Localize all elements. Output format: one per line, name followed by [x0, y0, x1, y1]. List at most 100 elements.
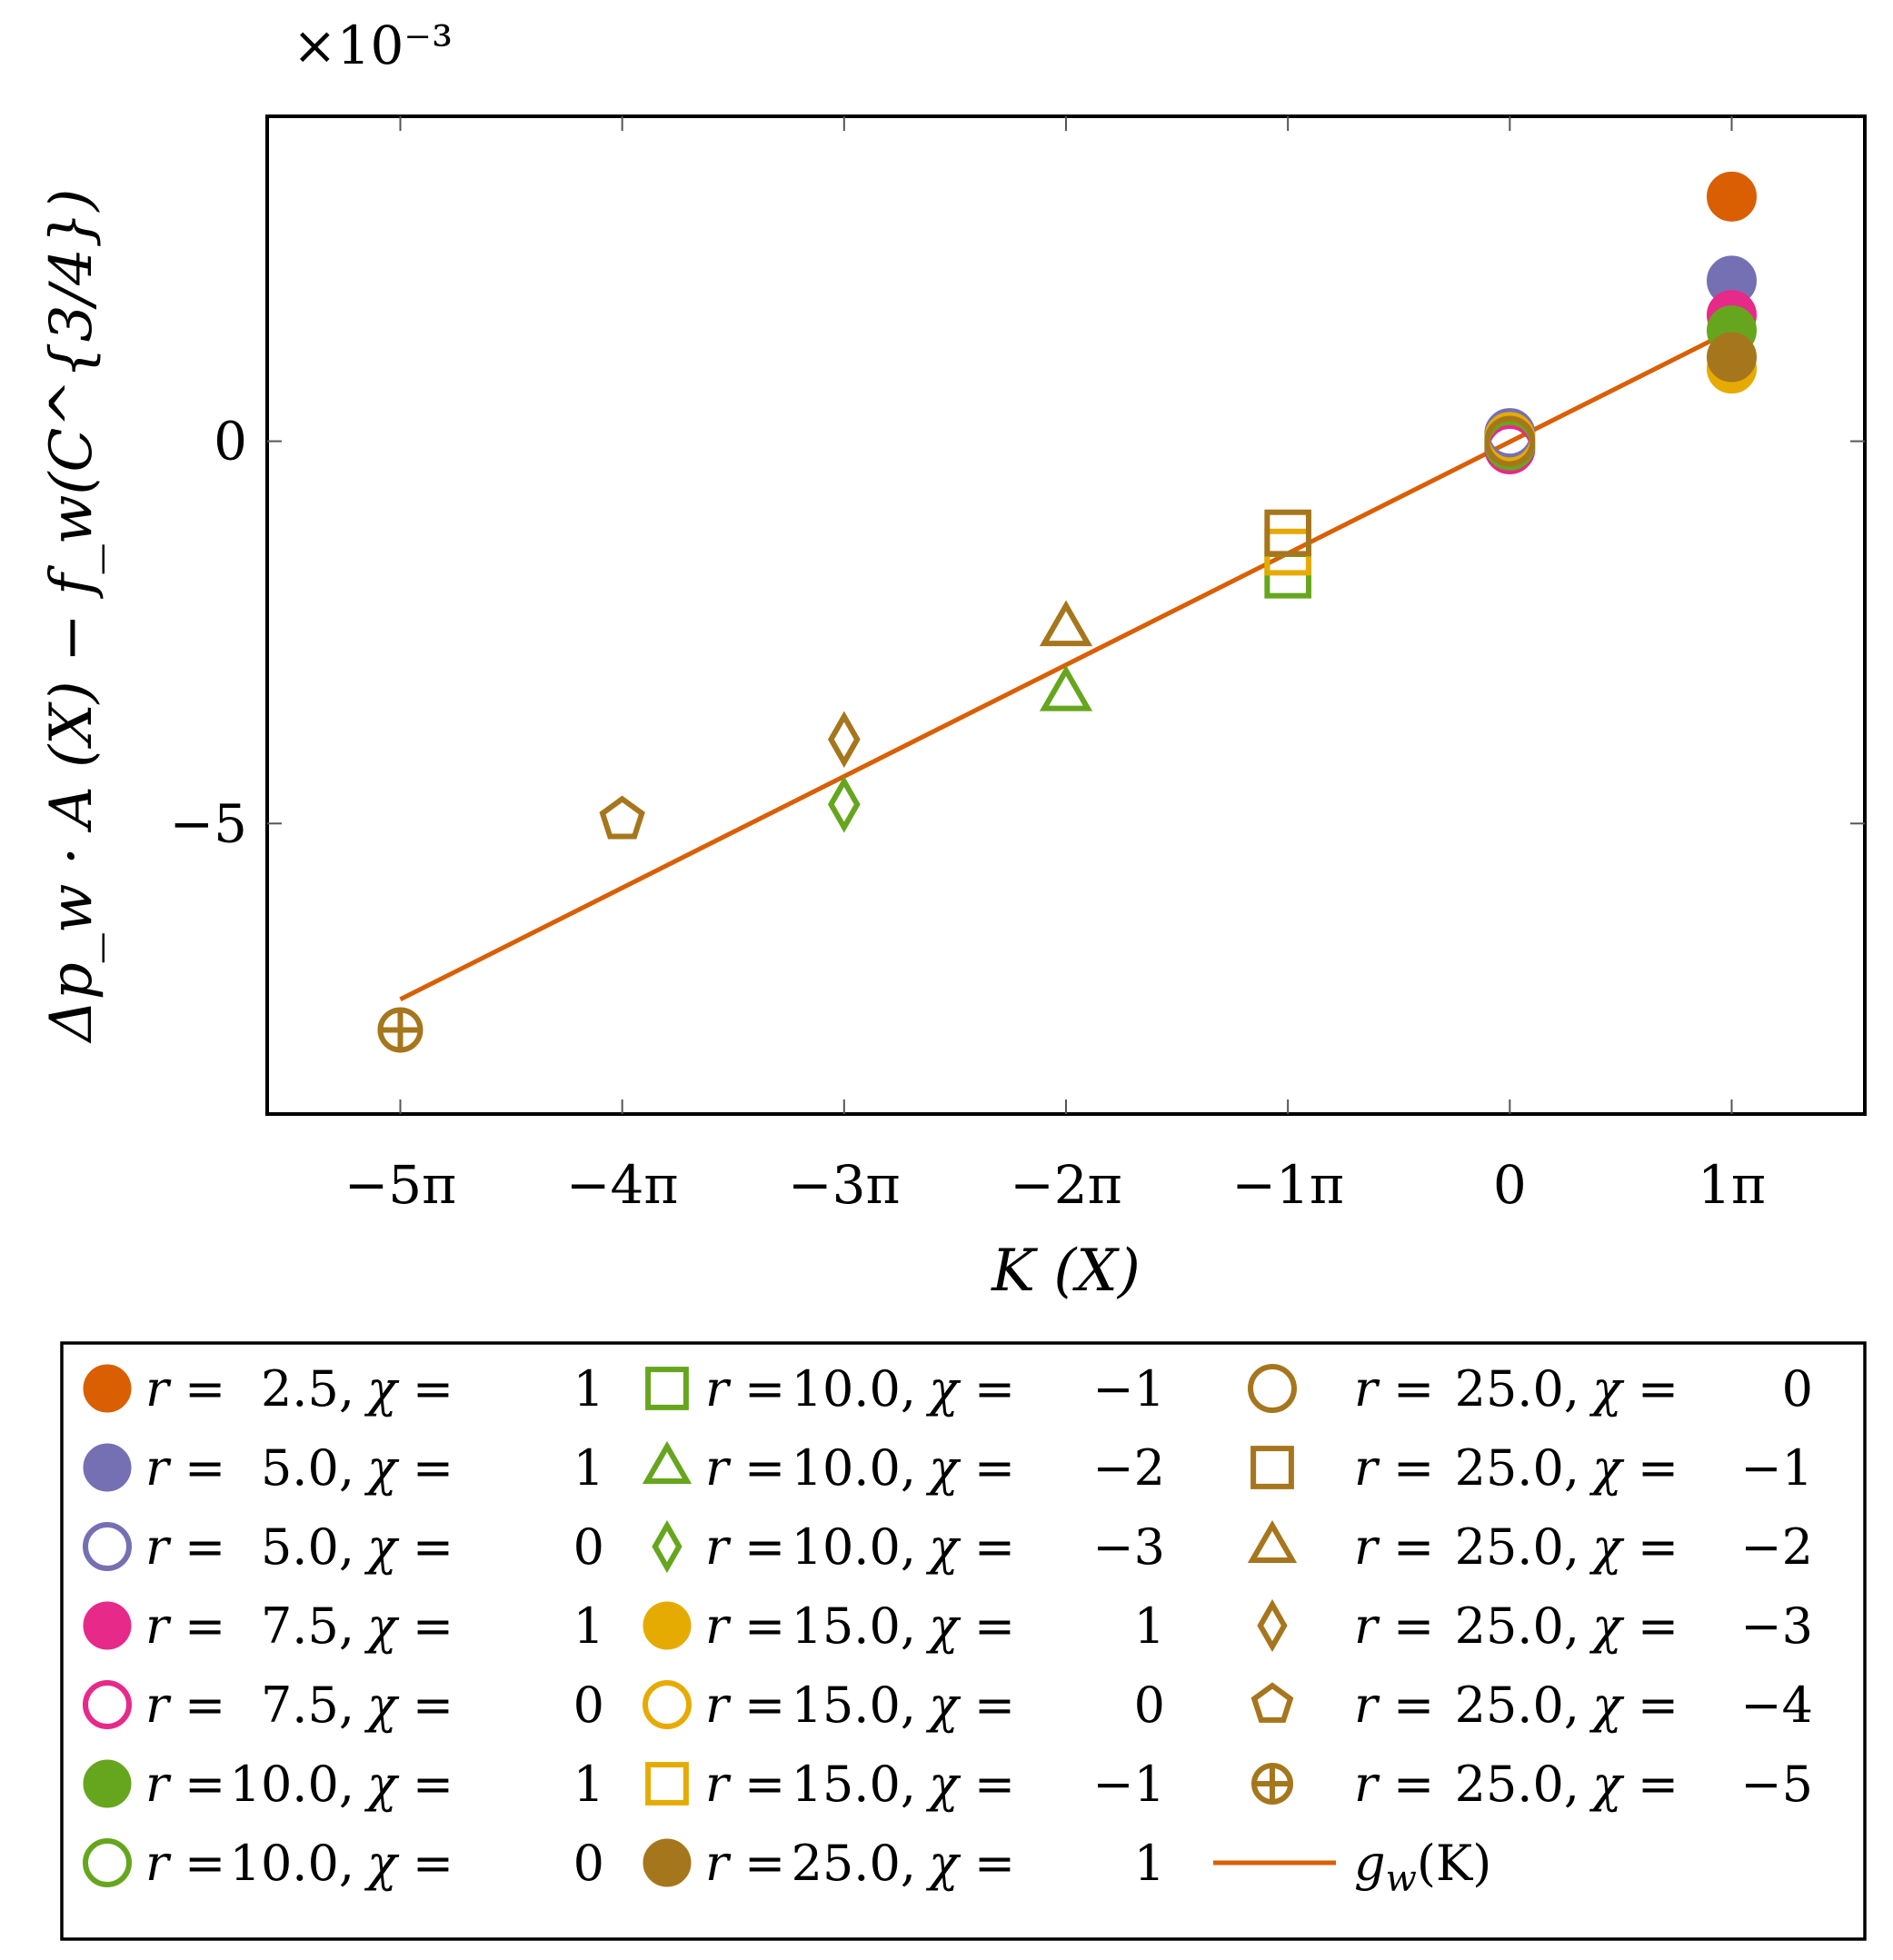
legend-chi-value: 1 [1134, 1835, 1165, 1892]
legend-chi-label: χ = [925, 1360, 1015, 1418]
x-tick-label: 1π [1698, 1154, 1766, 1216]
legend-r-value: 15.0, [792, 1597, 916, 1655]
x-tick-label: −4π [566, 1154, 679, 1216]
legend-marker [83, 1759, 132, 1808]
marker-square [1264, 509, 1311, 557]
legend-r-label: r = [145, 1439, 225, 1497]
legend-text-part: r [145, 1360, 172, 1418]
legend-r-value: 10.0, [792, 1518, 916, 1576]
legend-r-value: 15.0, [792, 1756, 916, 1813]
legend-text-part: χ [364, 1597, 400, 1655]
legend-text-part: χ [925, 1518, 961, 1576]
legend-marker [83, 1443, 132, 1492]
marker-diamond [827, 775, 861, 833]
legend-marker [645, 1367, 689, 1410]
legend-text-part: r [1354, 1360, 1380, 1418]
data-point [377, 1007, 423, 1053]
legend-chi-value: 0 [573, 1835, 604, 1892]
legend-text-part: = [729, 1676, 785, 1734]
fit-line [399, 328, 1733, 1002]
legend-marker [652, 1519, 682, 1574]
legend-text-part: = [959, 1756, 1015, 1813]
legend-r-value: 25.0, [1455, 1518, 1579, 1576]
legend-text-part: = [169, 1597, 225, 1655]
legend-r-label: r = [705, 1360, 785, 1418]
marker-pentagon [1250, 1682, 1294, 1723]
legend-r-value: 2.5, [261, 1360, 354, 1418]
legend-text-part: = [169, 1360, 225, 1418]
legend-r-label: r = [145, 1756, 225, 1813]
x-tick-label: −5π [344, 1154, 457, 1216]
legend-fit-label: gw(K) [1354, 1835, 1491, 1900]
legend-chi-value: −3 [1740, 1597, 1813, 1655]
legend-chi-label: χ = [1589, 1439, 1679, 1497]
legend-r-label: r = [705, 1835, 785, 1892]
legend-chi-label: χ = [364, 1756, 453, 1813]
legend-text-part: χ [1589, 1676, 1625, 1734]
legend-chi-label: χ = [925, 1518, 1015, 1576]
marker-circle [1248, 1364, 1297, 1413]
legend-r-label: r = [145, 1676, 225, 1734]
legend-text-part: = [1378, 1360, 1434, 1418]
legend-marker [1251, 1763, 1293, 1805]
marker-triangle [1039, 665, 1093, 711]
legend-text-part: = [1622, 1676, 1679, 1734]
y-axis-label: Δp_w · A (X) − f_w(C^{3/4}) [38, 189, 105, 1045]
x-axis-label: K (X) [991, 1238, 1141, 1305]
legend-text-part: χ [925, 1835, 961, 1892]
legend-text-part: = [959, 1835, 1015, 1892]
legend-chi-value: 0 [573, 1676, 604, 1734]
legend-text-part: = [1622, 1756, 1679, 1813]
legend-text-part: r [705, 1360, 732, 1418]
data-point [827, 775, 861, 833]
legend-marker [83, 1364, 132, 1413]
legend-marker [643, 1838, 692, 1887]
legend-text-part: = [729, 1835, 785, 1892]
marker-triangle [1039, 600, 1093, 647]
legend-text-part: = [1622, 1439, 1679, 1497]
x-tick-label: −3π [788, 1154, 901, 1216]
legend-text-part: = [729, 1518, 785, 1576]
legend-r-value: 10.0, [792, 1360, 916, 1418]
legend-chi-value: −1 [1740, 1439, 1813, 1497]
marker-circle [1707, 171, 1757, 222]
marker-circle [643, 1680, 692, 1729]
legend-chi-label: χ = [925, 1439, 1015, 1497]
legend-r-value: 7.5, [261, 1597, 354, 1655]
marker-circle [83, 1759, 132, 1808]
legend-chi-label: χ = [364, 1439, 453, 1497]
legend-chi-label: χ = [1589, 1360, 1679, 1418]
legend-chi-label: χ = [364, 1518, 453, 1576]
legend-r-value: 25.0, [1455, 1360, 1579, 1418]
legend-text-part: = [169, 1518, 225, 1576]
marker-circle [1484, 415, 1536, 467]
legend-chi-value: 0 [1782, 1360, 1813, 1418]
legend-chi-label: χ = [364, 1676, 453, 1734]
legend-text-part: = [959, 1518, 1015, 1576]
legend-text-part: χ [1589, 1360, 1625, 1418]
legend-text-part: = [397, 1518, 453, 1576]
legend-text-part: = [397, 1835, 453, 1892]
legend-text-part: r [145, 1676, 172, 1734]
marker-triangle [1247, 1519, 1298, 1564]
data-point [1707, 332, 1757, 383]
legend-chi-value: −2 [1092, 1439, 1165, 1497]
legend-r-value: 5.0, [261, 1439, 354, 1497]
legend-text-part: = [1622, 1360, 1679, 1418]
legend-text-part: (K) [1417, 1835, 1491, 1892]
legend-text-part: = [169, 1676, 225, 1734]
legend-chi-value: 1 [573, 1756, 604, 1813]
legend-chi-value: −5 [1740, 1756, 1813, 1813]
marker-diamond [652, 1519, 682, 1574]
legend-text-part: χ [364, 1439, 400, 1497]
legend-r-value: 7.5, [261, 1676, 354, 1734]
legend-text-part: χ [925, 1756, 961, 1813]
legend-text-part: = [729, 1756, 785, 1813]
legend-text-part: = [1378, 1439, 1434, 1497]
legend-chi-value: −1 [1092, 1360, 1165, 1418]
data-point [1039, 600, 1093, 647]
legend-r-label: r = [705, 1756, 785, 1813]
legend-marker [83, 1601, 132, 1650]
legend-r-label: r = [145, 1360, 225, 1418]
